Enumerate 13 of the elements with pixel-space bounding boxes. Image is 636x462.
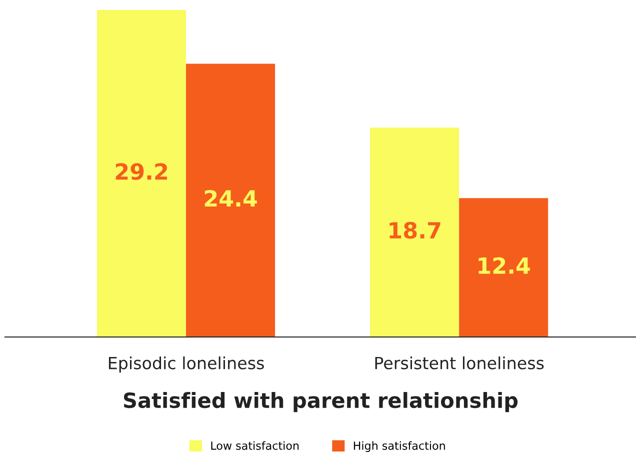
data-label: 12.4 [478,257,530,274]
bar [370,128,460,337]
data-label: 29.2 [116,163,168,180]
x-tick-label: Episodic loneliness [108,356,264,373]
x-axis-title: Satisfied with parent relationship [124,392,518,412]
bar [186,64,276,337]
bar [459,198,548,337]
data-label: 18.7 [390,222,440,239]
x-tick-label: Persistent loneliness [375,356,544,370]
data-label: 24.4 [204,190,257,207]
bar [97,10,186,337]
legend-label: High satisfaction [354,441,445,452]
legend-label: Low satisfaction [211,441,299,450]
